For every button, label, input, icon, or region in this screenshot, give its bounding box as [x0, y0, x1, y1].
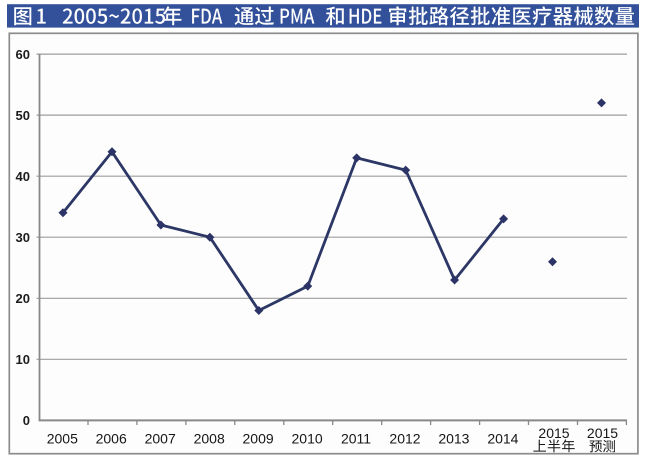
- svg-text:2014: 2014: [487, 430, 518, 446]
- svg-text:60: 60: [16, 47, 30, 62]
- svg-text:2015: 2015: [587, 425, 618, 441]
- svg-text:2010: 2010: [292, 430, 323, 446]
- svg-text:2011: 2011: [341, 430, 371, 446]
- svg-text:30: 30: [16, 230, 30, 245]
- svg-text:2008: 2008: [194, 430, 225, 446]
- svg-text:2015: 2015: [538, 425, 569, 441]
- svg-text:2013: 2013: [438, 430, 469, 446]
- svg-text:2005: 2005: [47, 430, 78, 446]
- svg-text:2006: 2006: [96, 430, 127, 446]
- svg-text:20: 20: [16, 291, 30, 306]
- svg-text:2009: 2009: [243, 430, 274, 446]
- svg-text:0: 0: [23, 413, 30, 428]
- svg-text:10: 10: [16, 352, 30, 367]
- svg-text:2012: 2012: [389, 430, 420, 446]
- svg-text:40: 40: [16, 169, 30, 184]
- svg-text:50: 50: [16, 108, 30, 123]
- svg-text:2007: 2007: [145, 430, 176, 446]
